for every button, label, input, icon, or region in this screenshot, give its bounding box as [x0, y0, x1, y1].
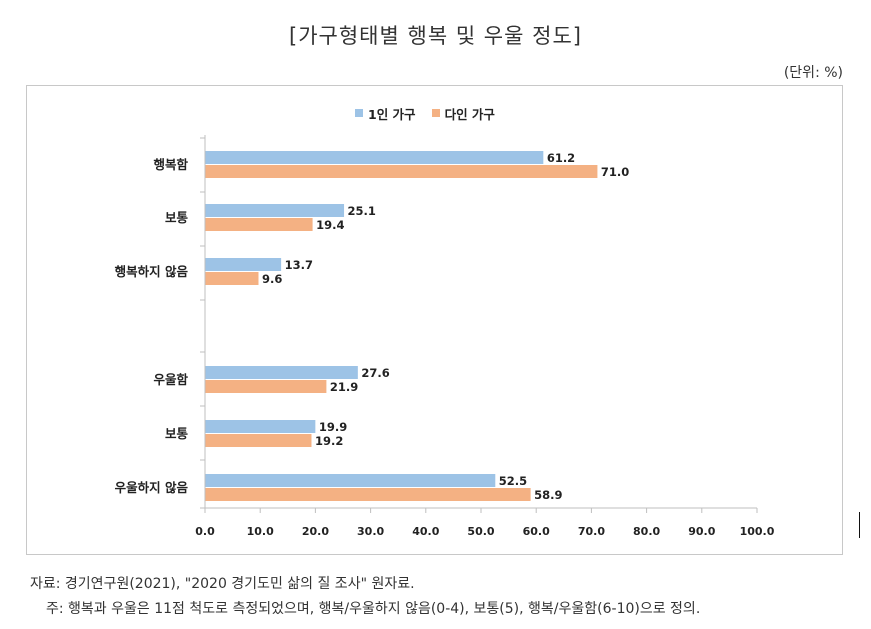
x-tick-label: 60.0: [523, 525, 550, 538]
bar-value-label: 19.4: [316, 218, 344, 232]
bar-value-label: 27.6: [361, 366, 389, 380]
legend-item-single: 1인 가구: [355, 104, 416, 123]
category-label: 보통: [165, 210, 189, 225]
bar-single-household: [205, 420, 316, 433]
legend-item-multi: 다인 가구: [431, 104, 495, 123]
x-tick-label: 30.0: [357, 525, 384, 538]
bar-multi-household: [205, 434, 312, 447]
legend-label-single: 1인 가구: [368, 106, 416, 122]
legend: 1인 가구 다인 가구: [355, 103, 495, 123]
bar-multi-household: [205, 272, 259, 285]
bar-value-label: 13.7: [285, 258, 313, 272]
category-label: 우울하지 않음: [115, 480, 189, 495]
bar-value-label: 19.9: [319, 420, 347, 434]
bar-value-label: 61.2: [547, 151, 575, 165]
bar-multi-household: [205, 488, 531, 501]
x-tick-label: 80.0: [633, 525, 660, 538]
bar-single-household: [205, 366, 358, 379]
bar-value-label: 71.0: [601, 165, 629, 179]
bar-value-label: 52.5: [499, 474, 527, 488]
bar-single-household: [205, 258, 282, 271]
chart-area: [26, 85, 843, 555]
category-label: 우울함: [153, 372, 188, 387]
x-tick-label: 20.0: [302, 525, 329, 538]
legend-swatch-single: [355, 109, 363, 117]
x-tick-label: 50.0: [467, 525, 494, 538]
bar-multi-household: [205, 165, 598, 178]
x-tick-label: 0.0: [195, 525, 215, 538]
definition-note: 주: 행복과 우울은 11점 척도로 측정되었으며, 행복/우울하지 않음(0-…: [46, 601, 701, 617]
category-label: 행복함: [153, 157, 188, 172]
bar-value-label: 25.1: [348, 204, 376, 218]
bar-single-household: [205, 204, 345, 217]
bar-multi-household: [205, 380, 327, 393]
category-label: 행복하지 않음: [115, 264, 189, 279]
legend-label-multi: 다인 가구: [444, 106, 495, 122]
x-tick-label: 40.0: [412, 525, 439, 538]
unit-label: (단위: %): [783, 65, 843, 81]
bar-value-label: 19.2: [315, 434, 343, 448]
category-label: 보통: [165, 426, 189, 441]
x-tick-label: 90.0: [688, 525, 715, 538]
bar-value-label: 58.9: [534, 488, 562, 502]
legend-swatch-multi: [431, 109, 440, 117]
bar-single-household: [205, 151, 544, 164]
text-cursor-mark: [859, 512, 860, 538]
x-tick-label: 100.0: [740, 525, 775, 538]
x-tick-label: 10.0: [247, 525, 274, 538]
bar-single-household: [205, 474, 496, 487]
bar-multi-household: [205, 218, 313, 231]
source-note: 자료: 경기연구원(2021), "2020 경기도민 삶의 질 조사" 원자료…: [30, 576, 415, 592]
x-tick-label: 70.0: [578, 525, 605, 538]
chart-title: [가구형태별 행복 및 우울 정도]: [289, 24, 582, 48]
bar-value-label: 9.6: [262, 272, 282, 286]
bar-value-label: 21.9: [330, 380, 358, 394]
